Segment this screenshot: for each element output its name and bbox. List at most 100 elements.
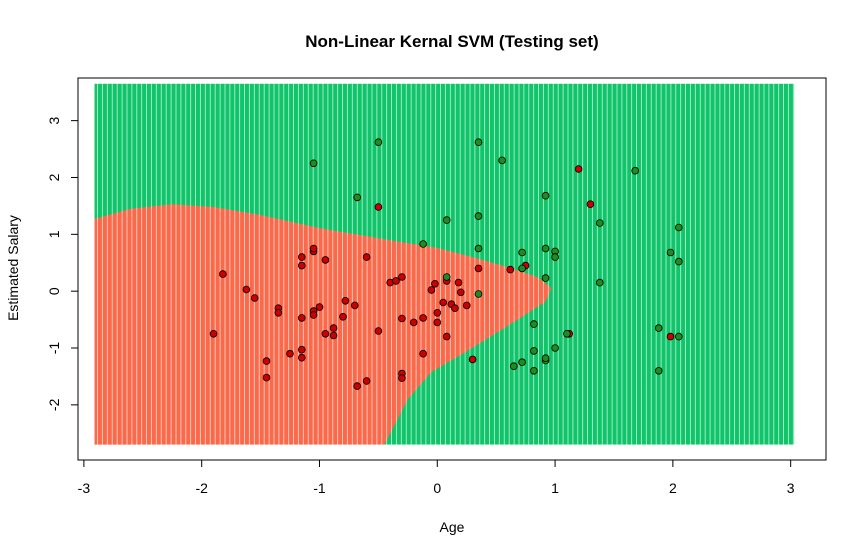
class0-point xyxy=(456,288,465,297)
class1-point xyxy=(666,248,675,257)
x-tick-label: 1 xyxy=(551,480,559,496)
x-tick-label: 0 xyxy=(433,480,441,496)
class1-point xyxy=(374,138,383,147)
x-tick-label: -3 xyxy=(78,480,91,496)
y-tick-label: 2 xyxy=(46,173,62,181)
class1-point xyxy=(654,366,663,375)
class0-point xyxy=(329,324,338,332)
class0-point xyxy=(297,261,306,270)
class0-point xyxy=(451,304,459,313)
class1-point xyxy=(674,332,683,341)
class0-point xyxy=(353,382,362,390)
class1-point xyxy=(518,248,526,257)
class1-point xyxy=(551,344,559,352)
y-tick-label: -2 xyxy=(46,398,62,411)
class1-point xyxy=(631,166,639,175)
class1-point xyxy=(595,219,604,227)
x-tick-label: 3 xyxy=(787,480,795,496)
class0-point xyxy=(341,296,350,305)
y-tick-label: 0 xyxy=(46,287,62,295)
x-axis: -3 -2 -1 0 1 2 3 xyxy=(78,459,795,496)
class0-point xyxy=(250,294,259,302)
class1-point xyxy=(353,193,362,202)
class0-point xyxy=(274,308,283,317)
class0-point xyxy=(409,318,418,327)
class0-region xyxy=(94,204,552,445)
y-tick-label: 3 xyxy=(46,117,62,125)
class0-point xyxy=(427,286,436,294)
y-tick-label: -1 xyxy=(46,342,62,355)
class1-point xyxy=(442,216,451,224)
class0-point xyxy=(329,331,338,340)
class1-point xyxy=(442,273,451,281)
class0-point xyxy=(419,349,427,358)
class0-point xyxy=(315,303,324,311)
class0-point xyxy=(506,265,515,274)
class0-point xyxy=(574,165,583,173)
class0-point xyxy=(219,270,227,278)
class0-point xyxy=(439,298,448,307)
class0-point xyxy=(442,332,451,341)
class0-point xyxy=(398,314,406,323)
class1-point xyxy=(530,366,538,375)
class1-point xyxy=(474,212,483,220)
class0-point xyxy=(321,256,330,264)
class1-point xyxy=(419,240,427,248)
class0-point xyxy=(474,264,483,273)
class0-point xyxy=(392,277,400,285)
class0-point xyxy=(262,373,271,382)
class1-point xyxy=(654,324,663,332)
class1-point xyxy=(541,244,550,253)
class1-point xyxy=(674,257,683,266)
class1-point xyxy=(518,358,526,367)
class1-point xyxy=(530,320,538,328)
x-tick-label: -2 xyxy=(195,480,208,496)
class0-point xyxy=(468,355,477,364)
class0-point xyxy=(286,349,294,358)
class0-point xyxy=(209,329,218,338)
class0-point xyxy=(431,279,439,288)
class0-point xyxy=(433,318,442,327)
class0-point xyxy=(262,357,271,365)
class1-point xyxy=(541,274,550,282)
y-tick-label: 1 xyxy=(46,230,62,238)
class0-point xyxy=(398,273,406,281)
x-axis-label: Age xyxy=(440,519,465,535)
class1-point xyxy=(563,329,571,338)
y-axis: -2 -1 0 1 2 3 xyxy=(46,117,79,411)
class0-point xyxy=(339,312,347,321)
class1-point xyxy=(541,354,550,363)
class0-point xyxy=(309,311,318,319)
x-tick-label: -1 xyxy=(313,480,326,496)
class0-point xyxy=(297,353,306,362)
class0-point xyxy=(362,377,371,385)
class1-point xyxy=(541,191,550,200)
y-axis-label: Estimated Salary xyxy=(5,215,21,321)
class0-point xyxy=(350,301,359,310)
class0-point xyxy=(433,308,442,317)
class0-point xyxy=(462,301,471,310)
class0-point xyxy=(309,244,318,253)
class0-point xyxy=(297,345,306,354)
class0-point xyxy=(666,332,675,341)
class0-point xyxy=(297,253,306,261)
class0-point xyxy=(374,203,383,211)
class0-point xyxy=(242,285,251,294)
class0-point xyxy=(419,314,427,322)
chart-title: Non-Linear Kernal SVM (Testing set) xyxy=(305,32,598,51)
class1-point xyxy=(518,264,526,273)
class0-point xyxy=(321,329,330,338)
class1-point xyxy=(309,159,318,168)
class0-corner-region xyxy=(94,428,131,445)
class0-point xyxy=(586,200,595,209)
class0-point xyxy=(362,253,371,261)
class0-point xyxy=(454,278,463,287)
class1-point xyxy=(509,362,518,371)
class1-point xyxy=(595,278,604,287)
class1-point xyxy=(674,223,683,232)
class1-point xyxy=(530,347,538,355)
class0-point xyxy=(374,327,383,335)
class1-point xyxy=(474,244,483,253)
class1-point xyxy=(474,290,483,298)
